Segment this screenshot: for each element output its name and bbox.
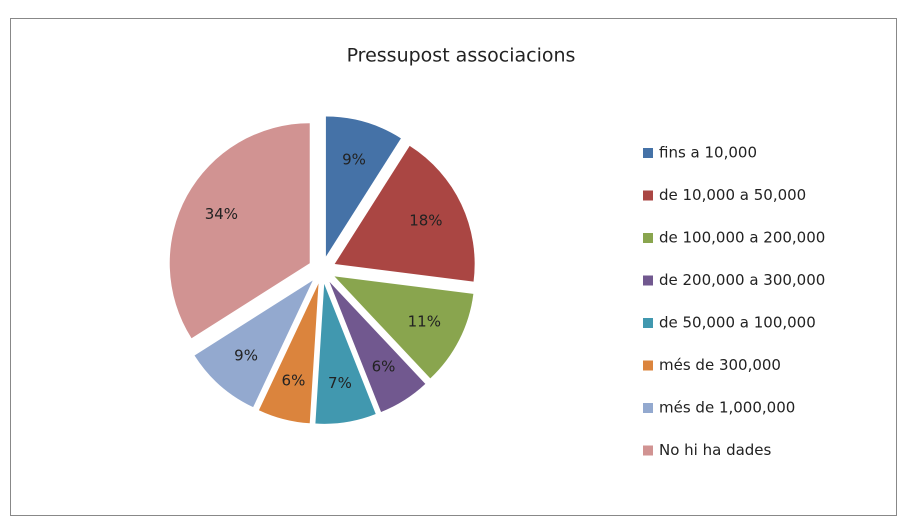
legend-swatch	[643, 360, 653, 371]
legend-swatch	[643, 403, 653, 413]
data-label: 11%	[408, 313, 441, 331]
legend-label: de 50,000 a 100,000	[659, 314, 816, 332]
legend-swatch	[643, 275, 653, 286]
pie-slice	[334, 145, 475, 282]
chart-title: Pressupost associacions	[347, 45, 576, 67]
pie-slice	[329, 281, 426, 412]
legend-label: de 200,000 a 300,000	[659, 271, 825, 289]
data-label: 9%	[234, 347, 258, 365]
legend-label: No hi ha dades	[659, 441, 772, 459]
data-label: 6%	[372, 357, 396, 375]
legend-swatch	[643, 445, 653, 456]
data-label: 7%	[328, 374, 352, 392]
pie-slice	[169, 123, 310, 339]
data-label: 18%	[409, 212, 442, 230]
legend-swatch	[643, 148, 653, 158]
data-label: 6%	[282, 372, 306, 390]
pie-slice	[315, 283, 376, 424]
data-label: 9%	[342, 150, 366, 168]
legend-swatch	[643, 233, 653, 243]
legend-label: més de 1,000,000	[659, 399, 795, 417]
legend-label: de 100,000 a 200,000	[659, 229, 825, 247]
pie-slice	[334, 276, 474, 379]
legend-label: de 10,000 a 50,000	[659, 186, 806, 204]
data-label: 34%	[205, 205, 238, 223]
pie-slice	[325, 116, 401, 257]
legend-swatch	[643, 190, 653, 201]
legend-label: fins a 10,000	[659, 144, 757, 162]
legend-label: més de 300,000	[659, 356, 781, 374]
pie-slice	[194, 280, 313, 408]
pie-slice	[258, 283, 319, 424]
legend-swatch	[643, 318, 653, 328]
